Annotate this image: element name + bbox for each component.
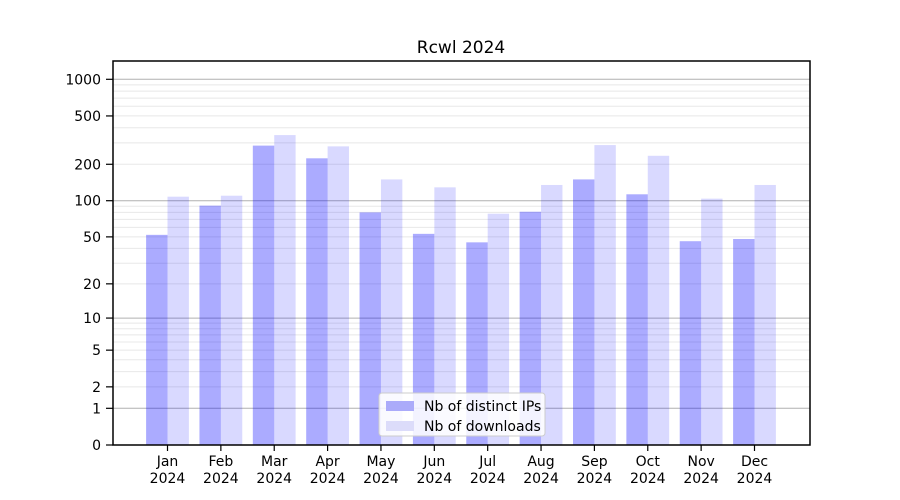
bar-ips-8 (573, 179, 595, 445)
bar-ips-5 (412, 233, 435, 445)
y-tick-label: 2 (92, 380, 101, 396)
y-tick-label: 500 (74, 109, 101, 125)
x-tick-label-month: Aug (527, 454, 554, 470)
bar-downloads-6 (487, 213, 510, 445)
x-tick-label-month: Jun (422, 454, 445, 470)
bar-downloads-11 (754, 184, 776, 445)
bar-downloads-4 (380, 179, 403, 445)
x-tick-label-year: 2024 (256, 471, 292, 487)
bar-ips-4 (359, 212, 381, 445)
x-tick-label-year: 2024 (737, 471, 773, 487)
x-tick-label-year: 2024 (310, 471, 346, 487)
x-tick-label-year: 2024 (416, 471, 452, 487)
bar-downloads-7 (541, 184, 563, 445)
y-tick-label: 1000 (65, 72, 101, 88)
bars (146, 135, 776, 446)
bar-ips-0 (146, 234, 168, 445)
legend-label: Nb of distinct IPs (424, 399, 541, 415)
x-tick-label-month: Dec (741, 454, 768, 470)
y-tick-label: 10 (83, 311, 101, 327)
bar-downloads-9 (647, 155, 670, 445)
x-tick-label-year: 2024 (470, 471, 506, 487)
bar-downloads-10 (701, 198, 723, 445)
bar-ips-10 (679, 241, 702, 445)
x-tick-label-month: May (366, 454, 395, 470)
x-tick-label-month: Jul (478, 454, 496, 470)
x-tick-label-year: 2024 (203, 471, 239, 487)
x-tick-label-year: 2024 (363, 471, 399, 487)
y-tick-label: 50 (83, 230, 101, 246)
x-tick-label-year: 2024 (630, 471, 666, 487)
bar-downloads-2 (274, 135, 296, 446)
x-tick-label-month: Feb (208, 454, 233, 470)
bar-ips-3 (306, 158, 328, 446)
y-tick-label: 1 (92, 401, 101, 417)
x-tick-label-month: Apr (315, 454, 339, 470)
x-tick-label-month: Oct (636, 454, 661, 470)
y-tick-label: 0 (92, 438, 101, 454)
x-tick-label-year: 2024 (523, 471, 559, 487)
x-tick-label-month: Nov (687, 454, 714, 470)
legend-label: Nb of downloads (424, 419, 541, 435)
bar-downloads-8 (594, 145, 616, 446)
legend-box (378, 392, 546, 437)
y-tick-label: 20 (83, 277, 101, 293)
bar-ips-7 (519, 211, 542, 445)
x-tick-label-year: 2024 (150, 471, 186, 487)
x-tick-label-year: 2024 (577, 471, 613, 487)
bar-downloads-3 (327, 146, 349, 445)
y-tick-label: 200 (74, 157, 101, 173)
bar-ips-9 (626, 194, 648, 445)
axes: 01251020501002005001000Jan2024Feb2024Mar… (65, 60, 811, 487)
chart-title: Rcwl 2024 (417, 38, 505, 58)
y-tick-label: 100 (74, 194, 101, 210)
x-tick-label-month: Mar (261, 454, 288, 470)
x-tick-label-month: Jan (156, 454, 179, 470)
x-tick-label-year: 2024 (683, 471, 719, 487)
y-tick-label: 5 (92, 343, 101, 359)
bar-ips-1 (199, 205, 221, 445)
legend: Nb of distinct IPs Nb of downloads (378, 392, 546, 437)
bar-downloads-1 (220, 195, 243, 445)
x-tick-label-month: Sep (581, 454, 608, 470)
bar-downloads-5 (434, 187, 456, 445)
bar-downloads-0 (167, 196, 189, 445)
plot-border (112, 60, 811, 446)
legend-swatch-ips (386, 401, 414, 411)
bar-ips-2 (252, 145, 275, 445)
legend-swatch-downloads (386, 421, 414, 431)
bar-ips-11 (733, 238, 755, 445)
